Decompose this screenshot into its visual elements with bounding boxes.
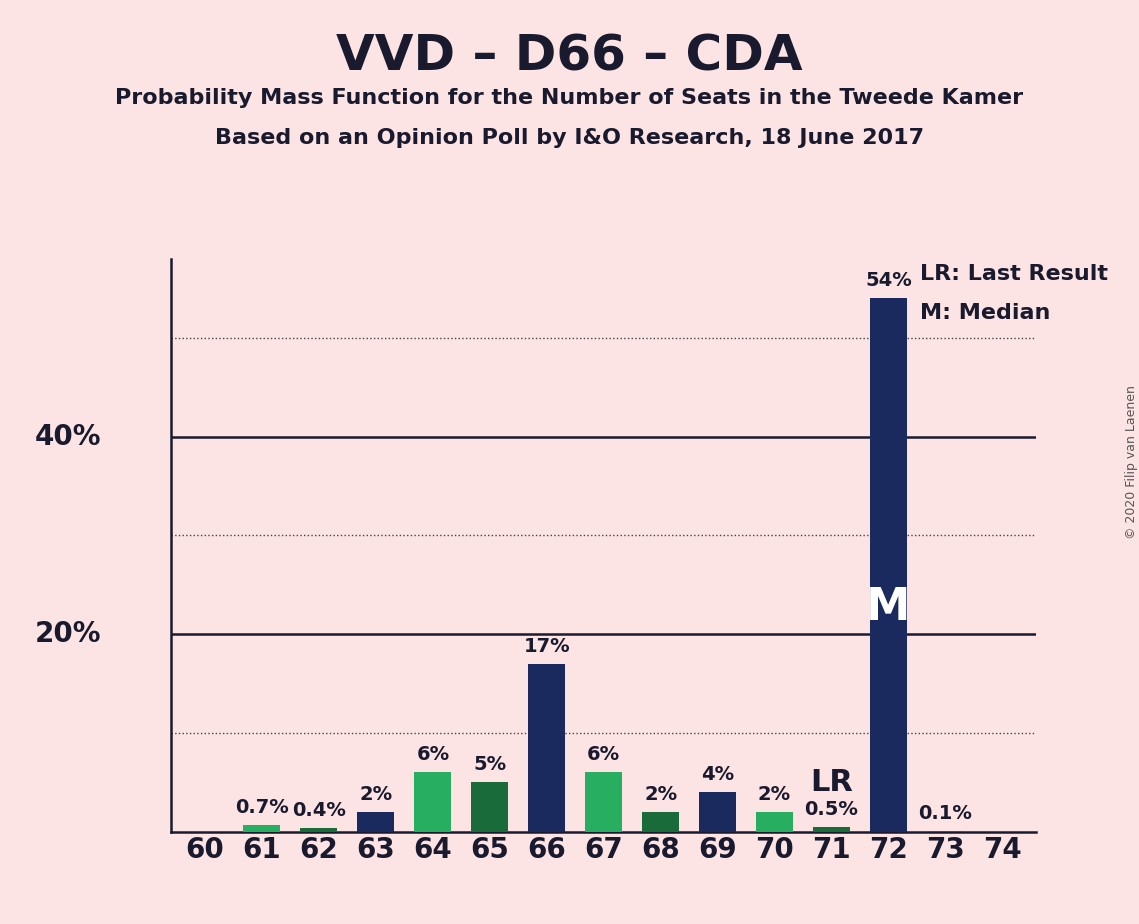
- Bar: [813, 827, 850, 832]
- Text: 20%: 20%: [35, 620, 101, 648]
- Text: 0.7%: 0.7%: [235, 797, 289, 817]
- Text: 0.4%: 0.4%: [292, 801, 346, 820]
- Bar: [415, 772, 451, 832]
- Text: 0.1%: 0.1%: [918, 804, 973, 822]
- Text: 40%: 40%: [35, 422, 101, 451]
- Bar: [301, 828, 337, 832]
- Bar: [585, 772, 622, 832]
- Bar: [358, 812, 394, 832]
- Text: LR: LR: [810, 768, 853, 797]
- Bar: [927, 831, 964, 832]
- Text: © 2020 Filip van Laenen: © 2020 Filip van Laenen: [1124, 385, 1138, 539]
- Text: 5%: 5%: [473, 755, 507, 774]
- Text: M: Median: M: Median: [920, 303, 1050, 323]
- Text: 54%: 54%: [865, 272, 912, 290]
- Text: 2%: 2%: [359, 785, 393, 804]
- Text: Based on an Opinion Poll by I&O Research, 18 June 2017: Based on an Opinion Poll by I&O Research…: [215, 128, 924, 148]
- Text: 6%: 6%: [587, 746, 621, 764]
- Bar: [528, 663, 565, 832]
- Text: 6%: 6%: [416, 746, 450, 764]
- Bar: [642, 812, 679, 832]
- Text: 2%: 2%: [757, 785, 792, 804]
- Text: 17%: 17%: [524, 637, 570, 656]
- Text: LR: Last Result: LR: Last Result: [920, 263, 1108, 284]
- Text: M: M: [867, 586, 910, 629]
- Text: 4%: 4%: [700, 765, 735, 784]
- Text: VVD – D66 – CDA: VVD – D66 – CDA: [336, 32, 803, 80]
- Bar: [244, 825, 280, 832]
- Text: 2%: 2%: [644, 785, 678, 804]
- Bar: [472, 783, 508, 832]
- Text: 0.5%: 0.5%: [804, 800, 859, 819]
- Text: Probability Mass Function for the Number of Seats in the Tweede Kamer: Probability Mass Function for the Number…: [115, 88, 1024, 108]
- Bar: [870, 298, 907, 832]
- Bar: [699, 792, 736, 832]
- Bar: [756, 812, 793, 832]
